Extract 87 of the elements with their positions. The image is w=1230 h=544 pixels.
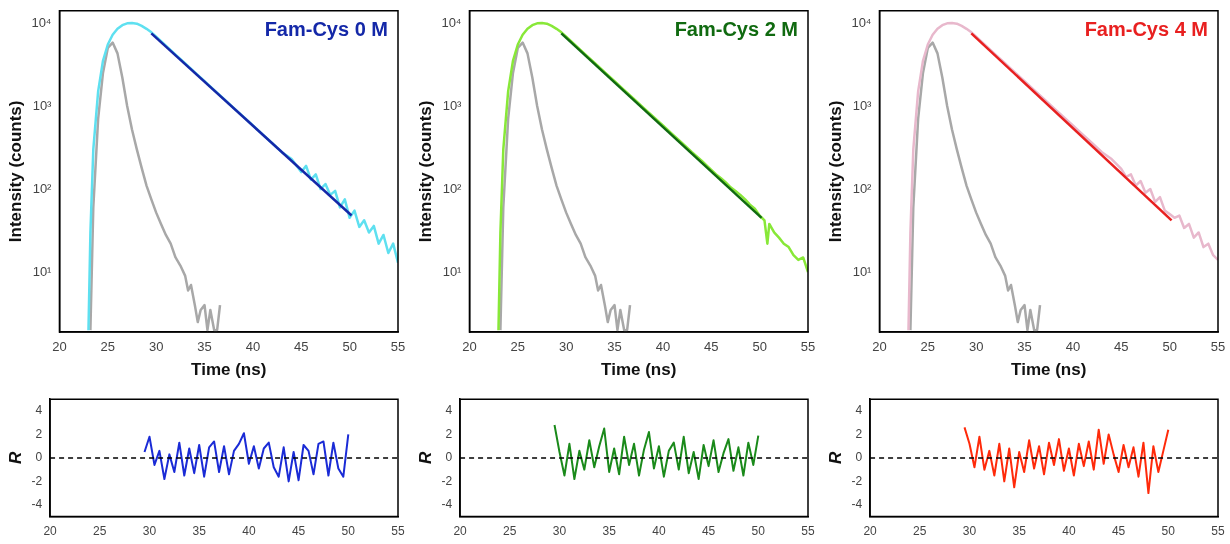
- y-tick-label: 10²: [442, 180, 463, 196]
- x-tick-label: 25: [913, 524, 927, 539]
- x-tick-label: 30: [148, 339, 164, 355]
- y-tick-label: 2: [855, 426, 863, 441]
- x-tick-label: 50: [342, 339, 357, 355]
- x-tick-label: 50: [751, 524, 766, 539]
- x-tick-label: 50: [752, 339, 767, 355]
- x-tick-label: 30: [552, 524, 567, 539]
- y-tick-label: 10³: [442, 97, 463, 113]
- y-tick-label: 4: [855, 403, 863, 418]
- y-tick-label: 10³: [852, 97, 873, 113]
- x-tick-label: 20: [43, 524, 58, 539]
- text: Fam-Cys 0 M: [264, 18, 388, 41]
- y-axis-title: Intensity (counts): [825, 100, 845, 243]
- y-tick-label: 10³: [32, 97, 53, 113]
- x-tick-label: 30: [962, 524, 977, 539]
- x-tick-label: 55: [1211, 524, 1225, 539]
- y-tick-label: -2: [441, 473, 453, 488]
- y-tick-label: 10¹: [852, 263, 873, 279]
- x-axis-title: Time (ns): [191, 360, 267, 380]
- x-axis-title: Time (ns): [601, 360, 677, 380]
- text: Fam-Cys 4 M: [1084, 18, 1208, 41]
- y-tick-label: -4: [441, 497, 453, 512]
- y-tick-label: 2: [35, 426, 43, 441]
- x-tick-label: 20: [453, 524, 468, 539]
- x-tick-label: 45: [1111, 524, 1126, 539]
- y-axis-title: R: [825, 451, 845, 465]
- x-tick-label: 35: [1012, 524, 1027, 539]
- x-tick-label: 25: [503, 524, 517, 539]
- x-tick-label: 55: [801, 524, 815, 539]
- y-tick-label: -4: [31, 497, 43, 512]
- y-tick-label: -4: [851, 497, 863, 512]
- y-axis-title: R: [5, 451, 25, 465]
- x-tick-label: 25: [510, 339, 526, 355]
- x-tick-label: 40: [655, 339, 671, 355]
- x-tick-label: 35: [192, 524, 207, 539]
- y-tick-label: -2: [851, 473, 863, 488]
- y-tick-label: 0: [855, 450, 863, 465]
- y-tick-label: 0: [35, 450, 43, 465]
- x-tick-label: 50: [341, 524, 356, 539]
- x-tick-label: 55: [800, 339, 816, 355]
- x-tick-label: 20: [872, 339, 887, 355]
- y-tick-label: 10⁴: [441, 14, 462, 30]
- x-tick-label: 25: [100, 339, 116, 355]
- x-tick-label: 55: [390, 339, 406, 355]
- x-tick-label: 20: [462, 339, 477, 355]
- x-tick-label: 35: [602, 524, 617, 539]
- y-tick-label: -2: [31, 473, 43, 488]
- y-axis-title: Intensity (counts): [5, 100, 25, 243]
- x-tick-label: 40: [1062, 524, 1076, 539]
- x-tick-label: 30: [968, 339, 984, 355]
- x-tick-label: 40: [245, 339, 261, 355]
- y-tick-label: 10⁴: [31, 14, 52, 30]
- y-tick-label: 10⁴: [851, 14, 872, 30]
- x-tick-label: 20: [52, 339, 67, 355]
- x-tick-label: 50: [1162, 339, 1177, 355]
- y-axis-title: R: [415, 451, 435, 465]
- x-tick-label: 45: [291, 524, 306, 539]
- x-tick-label: 35: [1017, 339, 1032, 355]
- y-axis-title: Intensity (counts): [415, 100, 435, 243]
- y-tick-label: 10²: [32, 180, 53, 196]
- x-tick-label: 30: [142, 524, 157, 539]
- x-tick-label: 20: [863, 524, 878, 539]
- x-tick-label: 25: [920, 339, 936, 355]
- x-tick-label: 45: [701, 524, 716, 539]
- x-tick-label: 45: [294, 339, 309, 355]
- y-tick-label: 4: [35, 403, 43, 418]
- y-tick-label: 2: [445, 426, 453, 441]
- x-tick-label: 40: [242, 524, 256, 539]
- x-tick-label: 25: [93, 524, 107, 539]
- x-tick-label: 40: [652, 524, 666, 539]
- y-tick-label: 10¹: [442, 263, 463, 279]
- y-tick-label: 4: [445, 403, 453, 418]
- y-tick-label: 0: [445, 450, 453, 465]
- x-axis-title: Time (ns): [1011, 360, 1087, 380]
- x-tick-label: 45: [1114, 339, 1129, 355]
- x-tick-label: 45: [704, 339, 719, 355]
- x-tick-label: 50: [1161, 524, 1176, 539]
- x-tick-label: 40: [1065, 339, 1081, 355]
- text: Fam-Cys 2 M: [674, 18, 798, 41]
- x-tick-label: 35: [607, 339, 622, 355]
- x-tick-label: 30: [558, 339, 574, 355]
- x-tick-label: 55: [1210, 339, 1226, 355]
- y-tick-label: 10²: [852, 180, 873, 196]
- x-tick-label: 55: [391, 524, 405, 539]
- y-tick-label: 10¹: [32, 263, 53, 279]
- x-tick-label: 35: [197, 339, 212, 355]
